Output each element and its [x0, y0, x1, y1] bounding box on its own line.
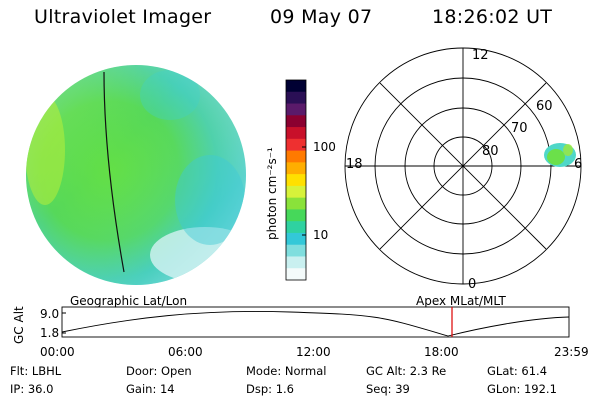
polar-lat-60: 60: [536, 99, 553, 114]
polar-diagonal-2: [379, 82, 547, 250]
colorbar-swatch: [286, 185, 306, 199]
info-ip: IP: 36.0: [10, 382, 53, 396]
time-label: 18:26:02 UT: [432, 6, 553, 28]
colorbar-swatch: [286, 221, 306, 234]
polar-lat-80: 80: [482, 144, 499, 159]
timeline-xtick-1200: 12:00: [296, 345, 331, 359]
info-mode-value: Normal: [284, 364, 327, 378]
timeline-left-title: Geographic Lat/Lon: [70, 294, 187, 308]
info-dsp-label: Dsp:: [246, 382, 273, 396]
colorbar-swatch: [286, 268, 306, 281]
info-dsp: Dsp: 1.6: [246, 382, 294, 396]
timeline-ytick-1-8: 1.8: [40, 326, 59, 340]
colorbar-swatch: [286, 80, 306, 93]
info-glat-label: GLat:: [487, 364, 518, 378]
timeline-frame: [61, 306, 570, 338]
date-label: 09 May 07: [270, 6, 373, 28]
info-gcalt: GC Alt: 2.3 Re: [366, 364, 446, 378]
polar-label-0: 0: [468, 277, 476, 292]
info-flt-value: LBHL: [31, 364, 62, 378]
info-flt-label: Flt:: [10, 364, 29, 378]
colorbar-swatch: [286, 138, 306, 152]
altitude-curve: [61, 310, 570, 337]
info-ip-value: 36.0: [27, 382, 54, 396]
timeline-xtick-0000: 00:00: [40, 345, 75, 359]
instrument-title: Ultraviolet Imager: [34, 6, 212, 28]
disk-bright-regions: [26, 70, 246, 283]
info-glon-label: GLon:: [487, 382, 521, 396]
info-glat-value: 61.4: [521, 364, 548, 378]
info-gain: Gain: 14: [126, 382, 175, 396]
info-mode: Mode: Normal: [246, 364, 326, 378]
colorbar-swatch: [286, 91, 306, 105]
timeline-ylabel: GC Alt: [12, 306, 26, 344]
info-seq: Seq: 39: [366, 382, 410, 396]
info-door-label: Door:: [126, 364, 158, 378]
timeline-xtick-2359: 23:59: [554, 345, 589, 359]
colorbar-swatch: [286, 115, 306, 128]
info-glon-value: 192.1: [523, 382, 557, 396]
colorbar-swatch: [286, 103, 306, 116]
polar-label-18: 18: [346, 157, 363, 172]
colorbar-unit-label: photon cm⁻²s⁻¹: [265, 147, 279, 240]
timeline-right-title: Apex MLat/MLT: [416, 294, 506, 308]
info-door: Door: Open: [126, 364, 192, 378]
info-door-value: Open: [160, 364, 192, 378]
colorbar-swatch: [286, 209, 306, 222]
polar-label-6: 6: [574, 157, 582, 172]
colorbar-swatch: [286, 162, 306, 175]
colorbar-stack: [286, 80, 306, 281]
colorbar-swatch: [286, 197, 306, 210]
info-gain-label: Gain:: [126, 382, 157, 396]
info-flt: Flt: LBHL: [10, 364, 61, 378]
polar-label-12: 12: [472, 48, 489, 63]
info-dsp-value: 1.6: [275, 382, 294, 396]
polar-lat-70: 70: [511, 121, 528, 136]
info-mode-label: Mode:: [246, 364, 282, 378]
colorbar-tick-10: 10: [313, 228, 328, 242]
colorbar-swatch: [286, 150, 306, 163]
polar-auroral-patch: [544, 143, 576, 167]
info-seq-label: Seq:: [366, 382, 392, 396]
info-glat: GLat: 61.4: [487, 364, 547, 378]
timeline-ytick-9: 9.0: [40, 307, 59, 321]
info-gain-value: 14: [159, 382, 175, 396]
info-gcalt-label: GC Alt:: [366, 364, 407, 378]
terminator-line: [103, 71, 125, 273]
info-gcalt-value: 2.3 Re: [409, 364, 447, 378]
colorbar-tick-100: 100: [313, 140, 336, 154]
info-ip-label: IP:: [10, 382, 25, 396]
info-seq-value: 39: [395, 382, 410, 396]
timeline-xtick-0600: 06:00: [168, 345, 203, 359]
colorbar-swatch: [286, 127, 306, 140]
colorbar-frame: [285, 79, 307, 281]
colorbar-swatch: [286, 256, 306, 269]
timeline-xtick-1800: 18:00: [424, 345, 459, 359]
colorbar-swatch: [286, 232, 306, 246]
info-glon: GLon: 192.1: [487, 382, 557, 396]
colorbar-swatch: [286, 174, 306, 187]
colorbar-swatch: [286, 244, 306, 257]
